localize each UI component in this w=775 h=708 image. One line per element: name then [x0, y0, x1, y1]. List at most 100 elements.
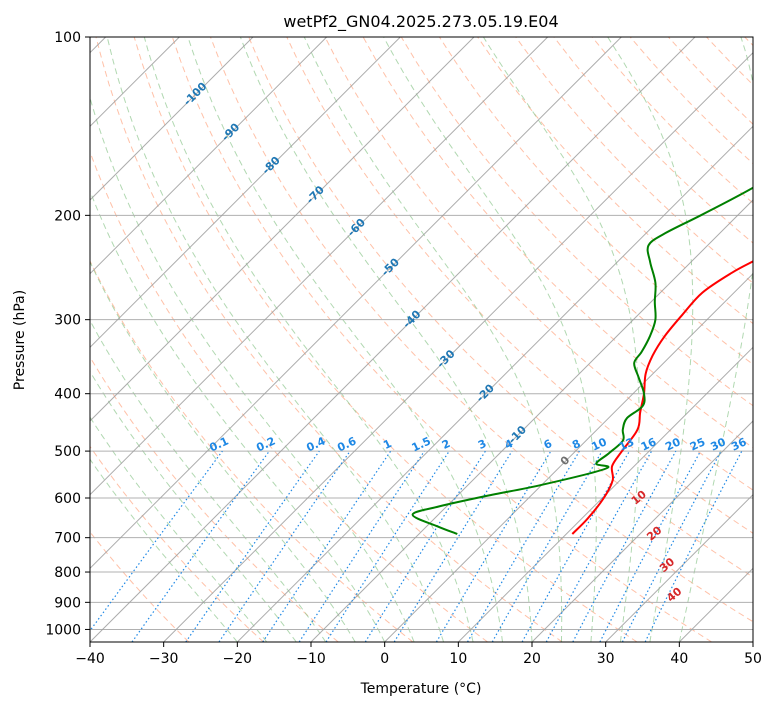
mixing-ratio-line — [572, 450, 677, 642]
mixing-ratio-line — [185, 450, 320, 642]
chart-title: wetPf2_GN04.2025.273.05.19.E04 — [283, 12, 558, 32]
moist-adiabat — [482, 37, 640, 642]
dry-adiabat — [90, 259, 414, 642]
isotherm-line — [90, 37, 549, 496]
y-tick-label: 600 — [54, 491, 81, 507]
y-axis: 100 200 300 400 500 600 700 800 900 1000 — [45, 30, 90, 638]
dry-adiabat — [744, 37, 753, 47]
moist-adiabat — [187, 37, 503, 642]
y-axis-label: Pressure (hPa) — [12, 290, 28, 390]
mixing-ratio-line — [325, 450, 450, 642]
dry-adiabat — [90, 150, 488, 642]
moist-adiabat — [607, 37, 694, 642]
moist-adiabat — [106, 37, 445, 642]
mixing-ratio-line — [262, 450, 392, 642]
dry-adiabat — [286, 37, 753, 534]
mixing-ratio-lines — [90, 450, 743, 642]
moist-adiabat — [90, 416, 268, 642]
y-tick-label: 200 — [54, 208, 81, 224]
x-tick-label: 0 — [380, 651, 389, 667]
pressure-grid — [90, 37, 753, 630]
dry-adiabat — [133, 37, 638, 642]
mixing-ratio-label: 20 — [663, 435, 683, 453]
x-axis: −40 −30 −20 −10 0 10 20 30 40 50 — [75, 642, 762, 667]
x-tick-label: 50 — [744, 651, 762, 667]
dry-adiabat — [210, 37, 753, 623]
dry-adiabat — [90, 531, 190, 642]
dry-adiabat — [706, 37, 753, 86]
isotherm-label: -70 — [304, 183, 327, 206]
isotherm-line — [752, 641, 753, 642]
mixing-ratio-label: 2 — [440, 437, 452, 452]
moist-adiabat — [90, 319, 327, 642]
isotherm-label: -20 — [474, 381, 497, 404]
y-tick-label: 300 — [54, 313, 81, 329]
dry-adiabat — [324, 37, 753, 491]
isotherm-line — [605, 493, 753, 642]
isotherm-line — [531, 420, 753, 642]
moist-adiabat — [678, 37, 753, 642]
sounding-series — [411, 186, 753, 535]
isotherm-line — [236, 125, 753, 642]
dry-adiabat — [90, 445, 264, 642]
mixing-ratio-line — [521, 450, 631, 642]
dry-adiabat — [668, 37, 753, 125]
mixing-ratio-line — [599, 450, 702, 642]
x-tick-label: −10 — [296, 651, 326, 667]
isotherm-line — [90, 37, 328, 275]
isotherm-label: -30 — [434, 347, 457, 370]
y-tick-label: 700 — [54, 531, 81, 547]
mixing-ratio-line — [364, 450, 486, 642]
mixing-ratio-label: 10 — [589, 435, 609, 453]
moist-adiabat — [90, 370, 297, 642]
moist-adiabat — [90, 458, 238, 642]
dry-adiabat-label: 40 — [664, 585, 684, 605]
mixing-ratio-line — [644, 450, 743, 642]
mixing-ratio-line — [90, 450, 223, 632]
y-tick-label: 500 — [54, 444, 81, 460]
y-tick-label: 900 — [54, 595, 81, 611]
isotherms — [90, 37, 753, 642]
x-tick-label: 20 — [523, 651, 541, 667]
y-tick-label: 400 — [54, 387, 81, 403]
x-tick-label: 10 — [449, 651, 467, 667]
moist-adiabat — [383, 37, 597, 642]
y-tick-label: 100 — [54, 30, 81, 46]
moist-adiabat — [90, 260, 356, 642]
moist-adiabat — [303, 37, 563, 642]
mixing-ratio-label: 30 — [708, 435, 728, 453]
dry-adiabat — [90, 356, 339, 642]
isotherm-line — [163, 51, 753, 642]
y-tick-label: 1000 — [45, 622, 81, 638]
isotherm-line — [90, 37, 696, 642]
x-tick-label: −30 — [149, 651, 179, 667]
isotherm-line — [90, 37, 475, 422]
mixing-ratio-line — [298, 450, 425, 642]
x-axis-label: Temperature (°C) — [360, 681, 482, 697]
temperature-profile-line — [571, 260, 753, 535]
mixing-ratio-label: 36 — [729, 435, 749, 453]
moist-adiabat — [239, 37, 533, 642]
isotherm-line — [90, 37, 254, 201]
mixing-ratio-label: 13 — [617, 435, 636, 453]
mixing-ratio-label: 8 — [570, 437, 582, 452]
isotherm-line — [90, 37, 622, 570]
mixing-ratio-label: 25 — [688, 435, 707, 453]
dewpoint-profile-line — [411, 186, 753, 535]
isotherm-line — [310, 199, 753, 642]
isotherm-line — [678, 567, 753, 642]
isotherm-line — [384, 272, 753, 642]
isotherm-line — [457, 346, 753, 642]
mixing-ratio-label: 16 — [639, 435, 659, 453]
mixing-ratio-line — [545, 450, 653, 642]
mixing-ratio-label: 1 — [381, 437, 393, 452]
plot-frame — [89, 36, 754, 643]
dry-adiabat — [515, 37, 753, 284]
moist-adiabat — [90, 189, 386, 642]
dry-adiabat — [95, 37, 563, 642]
x-tick-label: 30 — [597, 651, 615, 667]
x-tick-label: −20 — [223, 651, 253, 667]
dry-and-moist-adiabats — [90, 37, 753, 642]
dry-adiabat — [553, 37, 753, 244]
